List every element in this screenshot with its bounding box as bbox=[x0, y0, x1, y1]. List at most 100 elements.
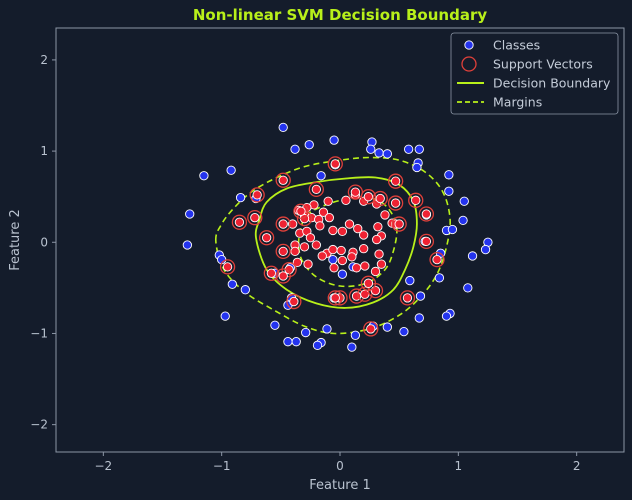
class-outer-point bbox=[278, 122, 288, 133]
support-vector-ring bbox=[275, 216, 291, 232]
class-outer-point bbox=[301, 327, 311, 338]
support-vector-ring bbox=[286, 293, 302, 310]
class-outer-point bbox=[463, 283, 473, 293]
class-outer-point bbox=[412, 162, 422, 173]
class-inner-point bbox=[323, 196, 333, 206]
class-outer-point bbox=[382, 149, 392, 159]
class-inner-point bbox=[337, 226, 348, 236]
support-vector-point bbox=[266, 268, 277, 278]
support-vector-ring bbox=[231, 214, 248, 230]
legend-decision-boundary-label: Decision Boundary bbox=[493, 76, 611, 91]
class-outer-point bbox=[347, 342, 357, 352]
legend-box bbox=[450, 32, 619, 115]
class-inner-point bbox=[351, 263, 362, 273]
x-axis-label: Feature 1 bbox=[309, 478, 371, 493]
y-axis-ticks: −2 −1 0 1 2 bbox=[30, 53, 56, 432]
support-vector-ring bbox=[360, 275, 377, 291]
support-vector-ring bbox=[372, 190, 388, 207]
support-vector-point bbox=[363, 192, 374, 202]
class-inner-point bbox=[292, 257, 303, 267]
class-outer-point bbox=[350, 330, 361, 340]
support-vector-point bbox=[390, 176, 401, 186]
class-inner-point bbox=[305, 233, 316, 243]
class-inner-point bbox=[372, 234, 382, 245]
support-vector-point bbox=[366, 324, 376, 334]
class-inner-point bbox=[328, 244, 338, 255]
support-vector-point bbox=[421, 209, 432, 219]
class-outer-point bbox=[182, 240, 193, 250]
support-vector-point bbox=[432, 254, 442, 265]
class-inner-point bbox=[370, 266, 381, 277]
support-vector-ring bbox=[275, 243, 291, 260]
support-vector-point bbox=[390, 198, 401, 208]
support-vector-ring bbox=[357, 286, 373, 302]
legend-support-vectors-marker bbox=[461, 56, 477, 72]
support-vector-point bbox=[278, 219, 288, 229]
class-outer-point bbox=[304, 140, 314, 150]
support-vector-point bbox=[289, 296, 299, 307]
class-outer-point bbox=[322, 324, 332, 334]
class-inner-point bbox=[347, 252, 357, 262]
class-inner-point bbox=[380, 210, 390, 220]
support-vector-ring bbox=[363, 321, 379, 337]
chart-title: Non-linear SVM Decision Boundary bbox=[193, 6, 487, 24]
x-tick-label: −2 bbox=[94, 459, 112, 473]
class-inner-point bbox=[360, 261, 370, 271]
support-vector-point bbox=[296, 206, 306, 216]
y-tick-label: −2 bbox=[30, 418, 48, 432]
support-vector-ring bbox=[387, 195, 404, 211]
class-outer-point bbox=[199, 171, 209, 181]
class-outer-point bbox=[290, 144, 300, 154]
support-vector-ring bbox=[219, 259, 236, 275]
class-inner-point bbox=[317, 251, 327, 261]
y-axis-label: Feature 2 bbox=[8, 209, 23, 271]
support-vector-point bbox=[394, 219, 404, 229]
class-outer-point bbox=[366, 144, 376, 154]
class-inner-point bbox=[353, 223, 363, 234]
class-outer-point bbox=[480, 244, 491, 255]
class-inner-point bbox=[359, 230, 369, 240]
support-vector-point bbox=[370, 285, 381, 296]
support-vector-ring bbox=[275, 268, 291, 284]
x-tick-label: 1 bbox=[455, 459, 463, 473]
support-vector-ring bbox=[293, 203, 309, 219]
class-inner-point bbox=[374, 249, 384, 259]
class-inner-point bbox=[373, 222, 383, 232]
class-outer-point bbox=[458, 215, 468, 226]
support-vector-point bbox=[278, 175, 288, 185]
class-outer-point bbox=[227, 279, 237, 289]
class-inner-point bbox=[288, 219, 298, 229]
support-vector-ring bbox=[258, 230, 275, 246]
class-inner-point bbox=[303, 259, 313, 269]
support-vector-point bbox=[311, 184, 321, 195]
class-outer-point bbox=[337, 269, 348, 279]
class-outer-point bbox=[329, 135, 339, 145]
class-outer-point bbox=[270, 320, 280, 330]
support-vector-ring bbox=[391, 216, 407, 232]
x-tick-label: −1 bbox=[213, 459, 231, 473]
class-outer-point bbox=[434, 273, 445, 283]
x-axis-ticks: −2 −1 0 1 2 bbox=[94, 452, 580, 473]
x-tick-label: 0 bbox=[336, 459, 344, 473]
class-inner-point bbox=[337, 255, 348, 266]
class-inner-point bbox=[341, 195, 351, 205]
class-inner-point bbox=[344, 219, 355, 229]
support-vector-ring bbox=[327, 156, 343, 172]
class-outer-point bbox=[405, 275, 415, 286]
support-vector-point bbox=[330, 293, 340, 303]
y-tick-label: 2 bbox=[40, 53, 48, 67]
class-inner-point bbox=[311, 240, 321, 250]
support-vector-ring bbox=[408, 192, 424, 208]
support-vector-point bbox=[363, 278, 374, 288]
support-vector-ring bbox=[418, 206, 435, 222]
support-vector-ring bbox=[247, 210, 263, 226]
support-vector-point bbox=[278, 271, 288, 281]
y-tick-label: 0 bbox=[40, 235, 48, 249]
support-vector-point bbox=[330, 159, 340, 169]
legend: Classes Support Vectors Decision Boundar… bbox=[450, 32, 619, 115]
class-outer-point bbox=[444, 186, 454, 196]
support-vector-ring bbox=[418, 233, 435, 250]
y-tick-label: 1 bbox=[40, 144, 48, 158]
